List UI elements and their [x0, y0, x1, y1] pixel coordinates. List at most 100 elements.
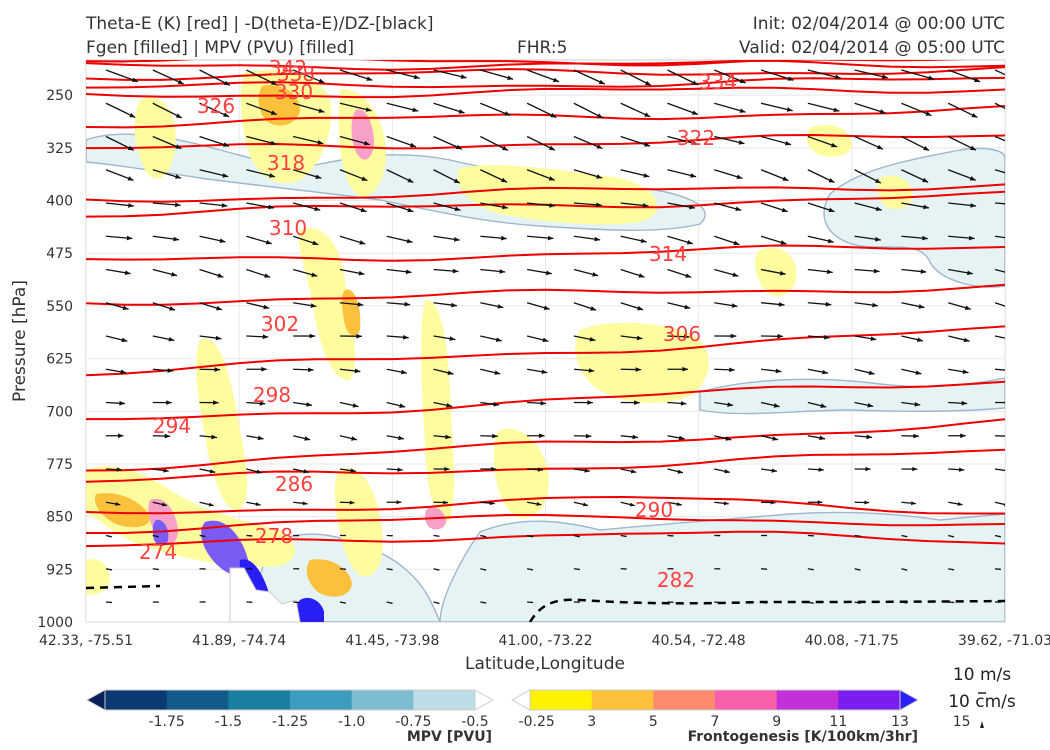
wind-vector-head	[739, 78, 746, 83]
wind-vector-head	[1015, 237, 1021, 242]
wind-vector-head	[455, 144, 462, 150]
contour-label-278: 278	[255, 524, 293, 548]
wind-vector-head	[454, 206, 461, 212]
wind-vector-head	[492, 433, 498, 439]
wind-vector	[854, 69, 888, 79]
mpv-colorbar-tick-label: -0.5	[461, 714, 488, 730]
wind-vector-head	[875, 206, 882, 212]
wind-vector	[714, 69, 746, 84]
contour-label-338: 338	[277, 62, 315, 86]
wind-vector-head	[811, 568, 814, 571]
wind-vector-head	[545, 270, 552, 276]
y-tick-label: 700	[46, 404, 73, 420]
wind-vector-head	[780, 240, 787, 245]
wind-vector-head	[916, 337, 923, 342]
wind-vector-head	[778, 302, 785, 307]
wind-vector-head	[873, 268, 880, 274]
wind-vector-head	[770, 500, 776, 505]
wind-vector	[994, 102, 1005, 110]
wind-vector-head	[405, 269, 412, 275]
fgen-orange-2	[341, 289, 361, 336]
wind-vector-head	[349, 500, 355, 505]
fgen-orange-3	[94, 493, 151, 528]
wind-vector-head	[208, 502, 214, 507]
wind-vector-head	[540, 400, 547, 406]
y-axis-ticks: 250 325 400 475 550 625 700 775 850 925 1000	[37, 88, 73, 631]
wind-vector-head	[216, 305, 223, 311]
wind-vector-head	[671, 567, 674, 570]
wind-vector-head	[223, 142, 230, 147]
wind-vector-head	[678, 435, 685, 441]
fgen-colorbar-segment	[715, 690, 778, 710]
wind-vector-head	[811, 534, 814, 537]
mpv-colorbar-tick-label: -1.0	[338, 714, 365, 730]
theta-e-contour-318	[86, 133, 1005, 150]
contour-label-334: 334	[699, 70, 737, 94]
y-tick-label: 775	[46, 457, 73, 473]
wind-vector-head	[318, 108, 325, 113]
wind-vector-head	[413, 74, 420, 80]
y-tick-label: 850	[46, 510, 73, 526]
wind-vector-head	[409, 142, 416, 148]
contour-label-302: 302	[261, 312, 299, 336]
wind-vector-head	[645, 80, 652, 86]
wind-vector-head	[624, 568, 627, 570]
theta-e-contour-302	[86, 283, 1005, 306]
wind-vector-head	[828, 177, 835, 183]
theta-e-contour-322	[86, 105, 1005, 129]
wind-vector-head	[541, 369, 548, 375]
wind-vector-head	[489, 501, 495, 506]
wind-vector-head	[122, 305, 129, 310]
wind-vector-head	[824, 334, 830, 340]
wind-vector-head	[259, 401, 266, 406]
fgen-colorbar-tick-label: 13	[891, 714, 909, 730]
title-line-2: Fgen [filled] | MPV (PVU) [filled]	[86, 38, 355, 58]
wind-vector-head	[598, 79, 605, 85]
wind-vector-head	[175, 113, 182, 118]
valid-time: Valid: 02/04/2014 @ 05:00 UTC	[739, 38, 1005, 58]
wind-vector-head	[223, 112, 230, 117]
mpv-colorbar-frame	[104, 689, 476, 711]
fgen-colorbar-segment	[591, 690, 654, 710]
wind-vector-head	[584, 468, 590, 473]
wind-vector-head	[644, 112, 651, 117]
wind-vector-head	[297, 601, 300, 604]
wind-vector-head	[828, 207, 835, 213]
y-tick-label: 625	[46, 352, 73, 368]
wind-vector-head	[920, 269, 927, 274]
wind-vector-head	[998, 568, 1001, 571]
wind-vector-head	[738, 140, 745, 145]
wind-vector-head	[167, 368, 174, 373]
wind-vector-head	[686, 239, 693, 245]
wind-vector	[433, 69, 467, 79]
wind-vector-head	[366, 76, 373, 81]
wind-vector	[994, 501, 1005, 506]
wind-vector-head	[733, 240, 740, 246]
wind-vector-head	[963, 337, 970, 343]
wind-vector-head	[825, 301, 832, 307]
wind-vector-head	[923, 204, 929, 210]
wind-vector-head	[219, 238, 226, 243]
fgen-colorbar-tick-label: 5	[649, 714, 658, 730]
wind-vector-head	[771, 468, 777, 473]
wind-vector-head	[682, 366, 688, 372]
wind-vector-head	[502, 145, 509, 151]
wind-vector	[947, 69, 981, 83]
wind-vector-head	[735, 206, 742, 212]
contour-label-310: 310	[269, 216, 307, 240]
y-tick-label: 550	[46, 299, 73, 315]
wind-vector-head	[223, 80, 230, 86]
wind-vector-head	[203, 535, 206, 537]
wind-vector-head	[691, 140, 698, 146]
wind-vector	[994, 69, 1005, 76]
wind-vector-head	[960, 433, 966, 439]
mpv-colorbar-segment	[166, 690, 229, 710]
wind-vector	[573, 69, 606, 85]
wind-vector-head	[952, 601, 955, 604]
wind-vector-head	[250, 534, 253, 537]
wind-vector-head	[491, 466, 497, 472]
wind-vector-head	[359, 240, 366, 245]
wind-vector-head	[453, 236, 460, 242]
wind-vector-head	[119, 400, 125, 406]
theta-e-contour-330	[86, 76, 1005, 89]
